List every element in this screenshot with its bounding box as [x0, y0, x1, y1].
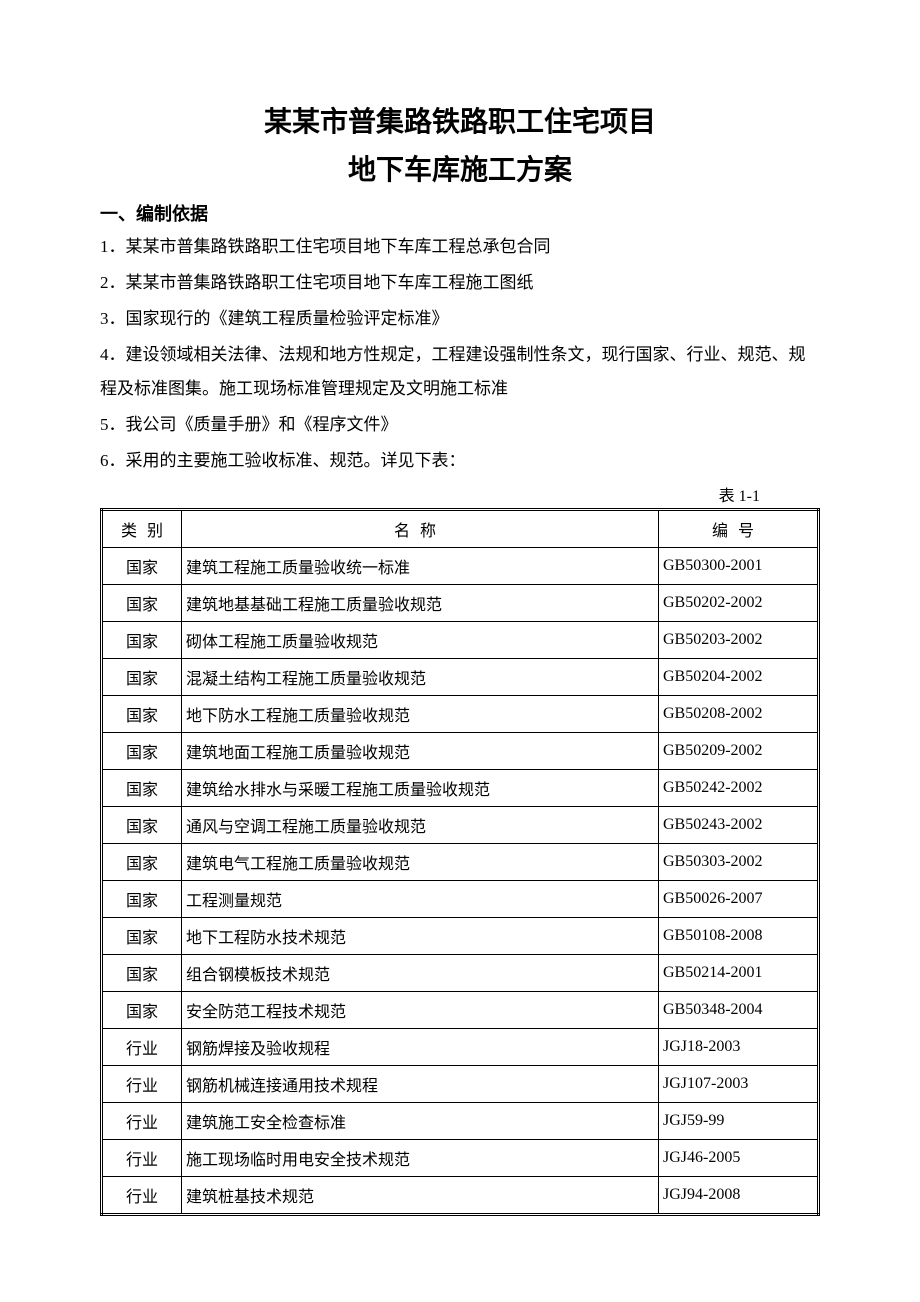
cell-name: 钢筋机械连接通用技术规程	[182, 1066, 659, 1103]
cell-code: JGJ46-2005	[659, 1140, 819, 1177]
table-row: 行业钢筋焊接及验收规程JGJ18-2003	[102, 1029, 819, 1066]
document-title: 某某市普集路铁路职工住宅项目	[100, 100, 820, 140]
cell-category: 行业	[102, 1140, 182, 1177]
cell-name: 建筑施工安全检查标准	[182, 1103, 659, 1140]
cell-code: GB50026-2007	[659, 881, 819, 918]
cell-category: 国家	[102, 992, 182, 1029]
cell-name: 安全防范工程技术规范	[182, 992, 659, 1029]
cell-category: 国家	[102, 696, 182, 733]
cell-name: 通风与空调工程施工质量验收规范	[182, 807, 659, 844]
standards-table: 类别 名称 编号 国家建筑工程施工质量验收统一标准GB50300-2001国家建…	[100, 508, 820, 1216]
table-row: 行业施工现场临时用电安全技术规范JGJ46-2005	[102, 1140, 819, 1177]
table-row: 行业建筑施工安全检查标准JGJ59-99	[102, 1103, 819, 1140]
list-item: 4．建设领域相关法律、法规和地方性规定，工程建设强制性条文，现行国家、行业、规范…	[100, 338, 820, 406]
cell-code: GB50242-2002	[659, 770, 819, 807]
cell-name: 建筑工程施工质量验收统一标准	[182, 548, 659, 585]
cell-category: 国家	[102, 659, 182, 696]
cell-code: GB50208-2002	[659, 696, 819, 733]
column-header-code: 编号	[659, 510, 819, 548]
cell-code: JGJ18-2003	[659, 1029, 819, 1066]
column-header-name: 名称	[182, 510, 659, 548]
cell-code: JGJ94-2008	[659, 1177, 819, 1215]
section-heading: 一、编制依据	[100, 200, 820, 226]
cell-code: GB50300-2001	[659, 548, 819, 585]
table-row: 国家安全防范工程技术规范GB50348-2004	[102, 992, 819, 1029]
cell-code: GB50108-2008	[659, 918, 819, 955]
table-label: 表 1-1	[100, 482, 820, 506]
cell-name: 砌体工程施工质量验收规范	[182, 622, 659, 659]
cell-code: JGJ107-2003	[659, 1066, 819, 1103]
cell-category: 国家	[102, 585, 182, 622]
cell-code: GB50214-2001	[659, 955, 819, 992]
cell-code: GB50204-2002	[659, 659, 819, 696]
cell-category: 国家	[102, 622, 182, 659]
table-row: 国家工程测量规范GB50026-2007	[102, 881, 819, 918]
list-item: 5．我公司《质量手册》和《程序文件》	[100, 408, 820, 442]
table-row: 国家组合钢模板技术规范GB50214-2001	[102, 955, 819, 992]
cell-code: GB50303-2002	[659, 844, 819, 881]
table-row: 国家建筑地基基础工程施工质量验收规范GB50202-2002	[102, 585, 819, 622]
cell-code: GB50203-2002	[659, 622, 819, 659]
list-item: 1．某某市普集路铁路职工住宅项目地下车库工程总承包合同	[100, 230, 820, 264]
cell-category: 行业	[102, 1029, 182, 1066]
cell-name: 混凝土结构工程施工质量验收规范	[182, 659, 659, 696]
cell-code: GB50202-2002	[659, 585, 819, 622]
cell-name: 组合钢模板技术规范	[182, 955, 659, 992]
cell-category: 国家	[102, 770, 182, 807]
cell-name: 建筑给水排水与采暖工程施工质量验收规范	[182, 770, 659, 807]
cell-category: 国家	[102, 918, 182, 955]
table-row: 国家建筑工程施工质量验收统一标准GB50300-2001	[102, 548, 819, 585]
document-subtitle: 地下车库施工方案	[100, 148, 820, 188]
cell-category: 行业	[102, 1066, 182, 1103]
cell-category: 国家	[102, 733, 182, 770]
table-row: 国家通风与空调工程施工质量验收规范GB50243-2002	[102, 807, 819, 844]
cell-name: 建筑桩基技术规范	[182, 1177, 659, 1215]
table-row: 国家砌体工程施工质量验收规范GB50203-2002	[102, 622, 819, 659]
cell-code: GB50209-2002	[659, 733, 819, 770]
column-header-category: 类别	[102, 510, 182, 548]
cell-name: 地下工程防水技术规范	[182, 918, 659, 955]
cell-category: 国家	[102, 955, 182, 992]
table-row: 国家地下防水工程施工质量验收规范GB50208-2002	[102, 696, 819, 733]
cell-category: 国家	[102, 807, 182, 844]
table-row: 国家建筑电气工程施工质量验收规范GB50303-2002	[102, 844, 819, 881]
list-item: 2．某某市普集路铁路职工住宅项目地下车库工程施工图纸	[100, 266, 820, 300]
table-header-row: 类别 名称 编号	[102, 510, 819, 548]
cell-category: 国家	[102, 548, 182, 585]
list-item: 6．采用的主要施工验收标准、规范。详见下表：	[100, 444, 820, 478]
cell-code: JGJ59-99	[659, 1103, 819, 1140]
table-row: 行业建筑桩基技术规范JGJ94-2008	[102, 1177, 819, 1215]
table-row: 国家混凝土结构工程施工质量验收规范GB50204-2002	[102, 659, 819, 696]
table-row: 国家建筑给水排水与采暖工程施工质量验收规范GB50242-2002	[102, 770, 819, 807]
cell-category: 国家	[102, 881, 182, 918]
cell-name: 建筑电气工程施工质量验收规范	[182, 844, 659, 881]
cell-name: 地下防水工程施工质量验收规范	[182, 696, 659, 733]
table-row: 国家建筑地面工程施工质量验收规范GB50209-2002	[102, 733, 819, 770]
cell-name: 钢筋焊接及验收规程	[182, 1029, 659, 1066]
list-item: 3．国家现行的《建筑工程质量检验评定标准》	[100, 302, 820, 336]
cell-name: 工程测量规范	[182, 881, 659, 918]
cell-category: 行业	[102, 1103, 182, 1140]
cell-category: 行业	[102, 1177, 182, 1215]
table-row: 国家地下工程防水技术规范GB50108-2008	[102, 918, 819, 955]
cell-code: GB50243-2002	[659, 807, 819, 844]
cell-name: 建筑地基基础工程施工质量验收规范	[182, 585, 659, 622]
cell-category: 国家	[102, 844, 182, 881]
cell-name: 施工现场临时用电安全技术规范	[182, 1140, 659, 1177]
cell-code: GB50348-2004	[659, 992, 819, 1029]
table-row: 行业钢筋机械连接通用技术规程JGJ107-2003	[102, 1066, 819, 1103]
cell-name: 建筑地面工程施工质量验收规范	[182, 733, 659, 770]
